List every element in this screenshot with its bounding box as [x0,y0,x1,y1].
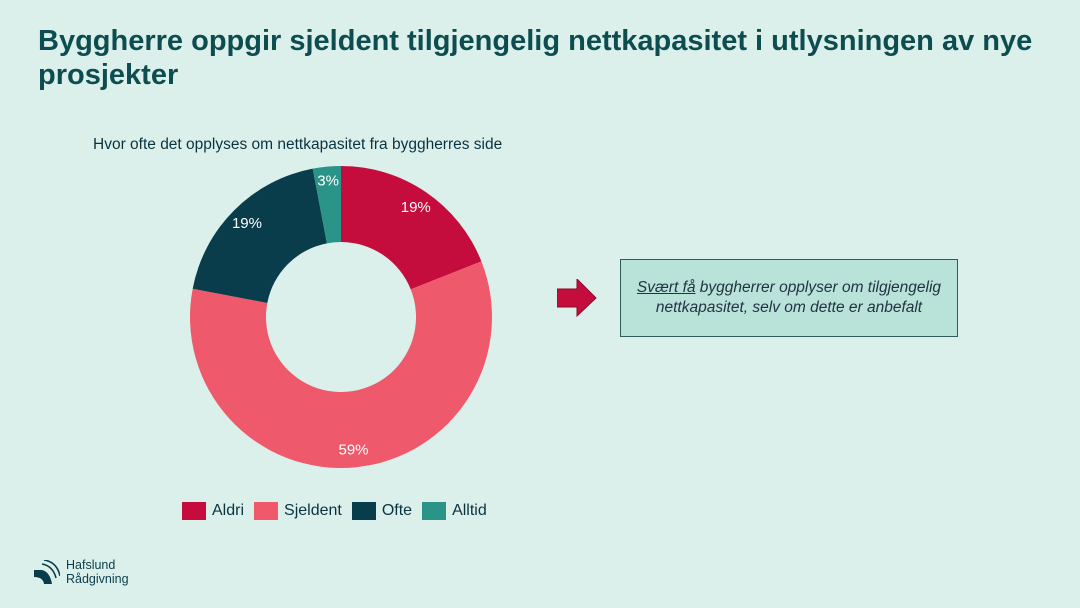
legend-item-aldri: Aldri [182,502,244,520]
logo-line2: Rådgivning [66,572,129,586]
slice-aldri [341,166,482,290]
legend-swatch [351,502,376,520]
legend-item-sjeldent: Sjeldent [254,502,342,520]
legend-label: Sjeldent [284,502,342,519]
logo: Hafslund Rådgivning [34,558,129,586]
slice-ofte [192,168,327,303]
logo-line1: Hafslund [66,558,116,572]
legend-label: Ofte [381,502,413,519]
data-label-ofte: 19% [232,215,262,232]
callout-text: byggherrer opplyser om tilgjengelig nett… [655,279,942,316]
slice-sjeldent [189,261,492,468]
legend-swatch [254,502,279,520]
data-label-aldri: 19% [401,199,431,216]
arrow-right-icon [557,279,597,317]
callout-emphasis: Svært få [636,279,696,296]
legend-item-ofte: Ofte [351,502,413,520]
legend-item-alltid: Alltid [422,502,487,520]
callout-box: Svært få byggherrer opplyser om tilgjeng… [620,259,958,337]
data-label-alltid: 3% [317,173,339,190]
chart-title: Hvor ofte det opplyses om nettkapasitet … [93,136,503,153]
legend-label: Alltid [452,502,487,519]
legend-swatch [182,502,206,520]
legend: Aldri Sjeldent Ofte Alltid [182,502,487,520]
legend-label: Aldri [212,502,245,519]
legend-swatch [422,502,447,520]
hafslund-logo-icon [34,560,60,584]
donut-chart: 19% 59% 19% 3% [189,166,492,468]
page-title: Byggherre oppgir sjeldent tilgjengelig n… [38,25,1033,91]
data-label-sjeldent: 59% [339,441,369,458]
slice-alltid [312,166,341,244]
